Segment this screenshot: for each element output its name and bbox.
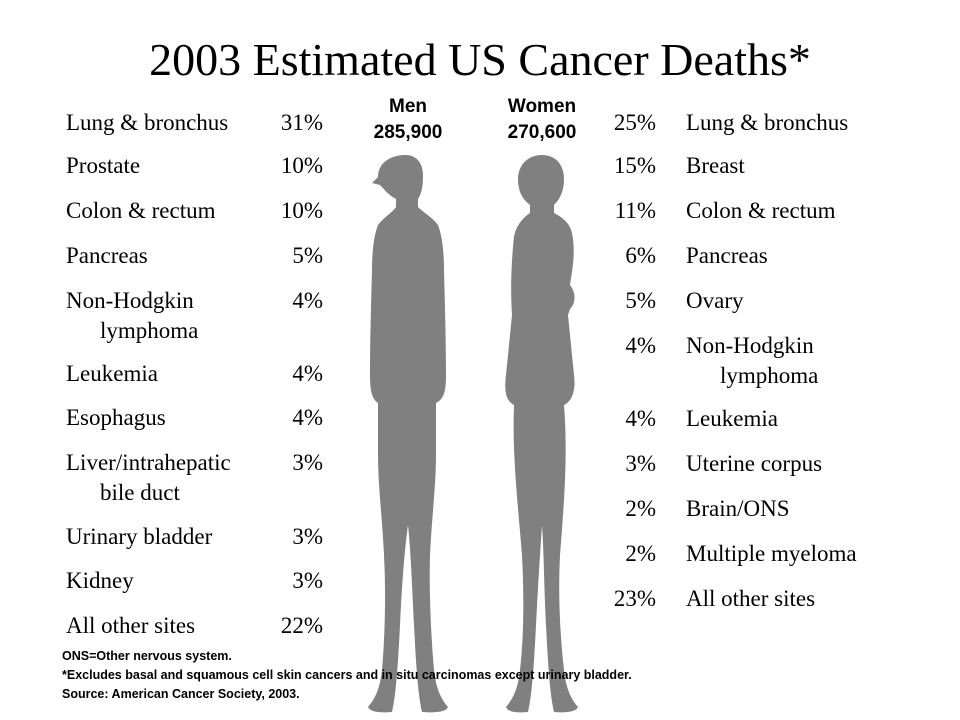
men-label: Men: [389, 96, 427, 117]
men-total: 285,900: [373, 122, 443, 143]
page-title: 2003 Estimated US Cancer Deaths*: [149, 34, 811, 85]
women-site-breast: Breast: [686, 153, 745, 178]
women-site-uterine-corpus: Uterine corpus: [686, 451, 823, 476]
men-header: Men 285,900: [343, 94, 473, 146]
men-site-leukemia: Leukemia: [66, 361, 158, 386]
women-site-lung-bronchus: Lung & bronchus: [686, 110, 849, 135]
women-site-brain-ons: Brain/ONS: [686, 496, 790, 521]
men-pct-pancreas: 5%: [292, 243, 323, 268]
women-total: 270,600: [507, 122, 577, 143]
women-pct-pancreas: 6%: [625, 243, 656, 268]
male-silhouette-icon: [368, 155, 448, 713]
women-pct-breast: 15%: [613, 153, 656, 178]
men-site-urinary-bladder: Urinary bladder: [66, 524, 213, 549]
men-site-prostate: Prostate: [66, 153, 141, 178]
men-pct-kidney: 3%: [292, 568, 323, 593]
women-site-multiple-myeloma: Multiple myeloma: [686, 541, 857, 566]
women-site-ovary: Ovary: [686, 288, 744, 313]
women-header: Women 270,600: [477, 94, 607, 146]
women-pct-brain-ons: 2%: [625, 496, 656, 521]
women-site-colon-rectum: Colon & rectum: [686, 198, 836, 223]
men-site-all-other: All other sites: [66, 613, 196, 638]
women-pct-non-hodgkin: 4%: [625, 333, 656, 358]
women-pct-colon-rectum: 11%: [614, 198, 656, 223]
men-pct-non-hodgkin: 4%: [292, 288, 323, 313]
men-site-liver-cont: bile duct: [100, 480, 180, 505]
women-pct-multiple-myeloma: 2%: [625, 541, 656, 566]
women-pct-ovary: 5%: [625, 288, 656, 313]
men-pct-prostate: 10%: [280, 153, 323, 178]
women-pct-lung-bronchus: 25%: [613, 110, 656, 135]
women-pct-all-other: 23%: [613, 586, 656, 611]
women-site-all-other: All other sites: [686, 586, 816, 611]
men-pct-colon-rectum: 10%: [280, 198, 323, 223]
men-site-pancreas: Pancreas: [66, 243, 148, 268]
men-site-colon-rectum: Colon & rectum: [66, 198, 216, 223]
men-pct-lung-bronchus: 31%: [280, 110, 323, 135]
women-label: Women: [507, 96, 577, 117]
footnote-source: Source: American Cancer Society, 2003.: [62, 687, 300, 701]
men-site-kidney: Kidney: [66, 568, 134, 593]
female-silhouette-icon: [505, 155, 578, 713]
men-pct-liver: 3%: [292, 450, 323, 475]
men-site-liver: Liver/intrahepatic: [66, 450, 231, 475]
footnote-exclusion: *Excludes basal and squamous cell skin c…: [62, 668, 632, 682]
men-site-non-hodgkin: Non-Hodgkin: [66, 288, 194, 313]
women-pct-uterine-corpus: 3%: [625, 451, 656, 476]
men-site-non-hodgkin-cont: lymphoma: [100, 318, 199, 343]
women-site-pancreas: Pancreas: [686, 243, 768, 268]
men-pct-esophagus: 4%: [292, 405, 323, 430]
men-pct-urinary-bladder: 3%: [292, 524, 323, 549]
women-pct-leukemia: 4%: [625, 406, 656, 431]
men-site-lung-bronchus: Lung & bronchus: [66, 110, 229, 135]
women-site-non-hodgkin: Non-Hodgkin: [686, 333, 814, 358]
footnote-abbreviation: ONS=Other nervous system.: [62, 649, 232, 663]
men-site-esophagus: Esophagus: [66, 405, 166, 430]
women-site-leukemia: Leukemia: [686, 406, 778, 431]
women-site-non-hodgkin-cont: lymphoma: [720, 363, 819, 388]
men-pct-all-other: 22%: [280, 613, 323, 638]
men-pct-leukemia: 4%: [292, 361, 323, 386]
